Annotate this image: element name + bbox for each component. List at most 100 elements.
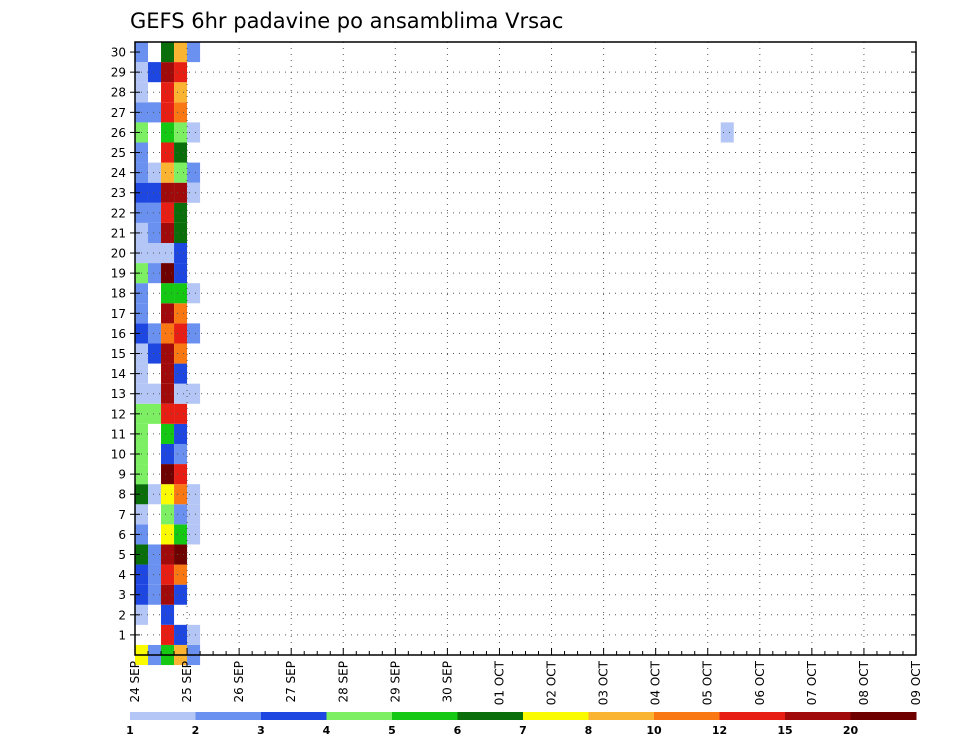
y-tick-label: 15	[111, 347, 126, 361]
y-tick-label: 27	[111, 106, 126, 120]
heatmap-cell	[174, 82, 188, 103]
heatmap-cell	[148, 383, 162, 404]
y-tick-label: 16	[111, 327, 126, 341]
x-tick-label: 02 OCT	[545, 660, 559, 705]
heatmap-cell	[148, 182, 162, 203]
y-tick-label: 3	[118, 588, 126, 602]
heatmap-cell	[174, 182, 188, 203]
heatmap-cell	[148, 202, 162, 223]
chart-title: GEFS 6hr padavine po ansamblima Vrsac	[130, 9, 563, 33]
plot-frame	[134, 41, 917, 656]
x-tick-label: 30 SEP	[440, 661, 454, 703]
colorbar-label: 1	[126, 724, 134, 737]
colorbar-label: 3	[257, 724, 265, 737]
heatmap-cell	[161, 182, 175, 203]
y-tick-label: 26	[111, 126, 126, 140]
heatmap-cell	[187, 162, 201, 183]
x-tick-label: 29 SEP	[388, 661, 402, 703]
heatmap-cell	[161, 584, 175, 605]
heatmap-cell	[148, 323, 162, 344]
colorbar-swatch	[392, 712, 458, 720]
heatmap-cell	[161, 82, 175, 103]
y-tick-label: 30	[111, 46, 126, 60]
heatmap-cell	[161, 283, 175, 304]
heatmap-cell	[174, 242, 188, 264]
heatmap-cell	[187, 182, 201, 203]
y-tick-label: 28	[111, 86, 126, 100]
heatmap-cell	[187, 283, 201, 304]
colorbar-label: 5	[388, 724, 396, 737]
heatmap-cell	[161, 403, 175, 424]
heatmap-cell	[161, 343, 175, 364]
heatmap-cell	[174, 102, 188, 123]
y-tick-label: 11	[111, 427, 126, 441]
heatmap-cell	[187, 323, 201, 344]
y-tick-label: 6	[118, 528, 126, 542]
heatmap-cell	[174, 363, 188, 384]
x-axis-ticks: 24 SEP 25 SEP 26 SEP 27 SEP 28 SEP 29 SEP 30 S…	[128, 648, 923, 705]
colorbar-label: 4	[323, 724, 331, 737]
heatmap-cell	[187, 484, 201, 505]
y-tick-label: 25	[111, 146, 126, 160]
heatmap-cell	[174, 564, 188, 585]
heatmap-cell	[161, 102, 175, 123]
heatmap-cell	[161, 222, 175, 243]
heatmap-cell	[148, 343, 162, 364]
heatmap-cell	[174, 122, 188, 143]
heatmap-cell	[161, 263, 175, 284]
heatmap-cell	[187, 504, 201, 525]
colorbar-label: 8	[585, 724, 593, 737]
heatmap-cell	[148, 242, 162, 264]
heatmap-cell	[174, 403, 188, 424]
heatmap-cell	[174, 423, 188, 444]
y-tick-label: 21	[111, 226, 126, 240]
heatmap-cell	[174, 383, 188, 404]
x-tick-label: 03 OCT	[597, 660, 611, 705]
heatmap-cell	[148, 263, 162, 284]
y-tick-label: 24	[111, 166, 126, 180]
y-tick-label: 9	[118, 468, 126, 482]
heatmap-cell	[161, 142, 175, 163]
heatmap-cell	[174, 443, 188, 465]
heatmap-cell	[174, 62, 188, 83]
colorbar-swatch	[326, 712, 393, 720]
heatmap-cell	[720, 122, 734, 143]
y-tick-label: 10	[111, 448, 126, 462]
heatmap-cell	[161, 544, 175, 565]
colorbar-label: 12	[712, 724, 727, 737]
colorbar-label: 2	[192, 724, 200, 737]
y-tick-label: 17	[111, 307, 126, 321]
y-tick-label: 14	[111, 367, 126, 381]
colorbar-label: 10	[646, 724, 662, 737]
heatmap-cell	[161, 122, 175, 143]
y-tick-label: 4	[118, 568, 126, 582]
x-tick-label: 24 SEP	[128, 661, 142, 703]
heatmap-cell	[174, 484, 188, 505]
heatmap-cell	[148, 403, 162, 424]
colorbar-swatch	[130, 712, 196, 720]
heatmap-cell	[148, 62, 162, 83]
colorbar-swatch	[785, 712, 851, 720]
heatmap-cell	[174, 222, 188, 243]
y-tick-label: 8	[118, 488, 126, 502]
heatmap-cell	[161, 363, 175, 384]
heatmap-cell	[174, 42, 188, 63]
heatmap-cell	[161, 564, 175, 585]
x-tick-label: 07 OCT	[805, 660, 819, 705]
colorbar: 1 2 3 4 5 6 7 8 10 12 15 20	[126, 712, 917, 737]
y-tick-label: 20	[111, 247, 126, 261]
heatmap-cell	[148, 544, 162, 565]
heatmap-cell	[161, 624, 175, 645]
heatmap-cells	[135, 42, 734, 666]
heatmap-cell	[187, 383, 201, 404]
heatmap-cell	[148, 102, 162, 123]
heatmap-cell	[174, 162, 188, 183]
colorbar-swatch	[457, 712, 524, 720]
heatmap-cell	[148, 162, 162, 183]
colorbar-swatch	[588, 712, 655, 720]
heatmap-cell	[148, 484, 162, 505]
x-tick-label: 06 OCT	[753, 660, 767, 705]
heatmap-cell	[174, 263, 188, 284]
x-tick-label: 28 SEP	[336, 661, 350, 703]
